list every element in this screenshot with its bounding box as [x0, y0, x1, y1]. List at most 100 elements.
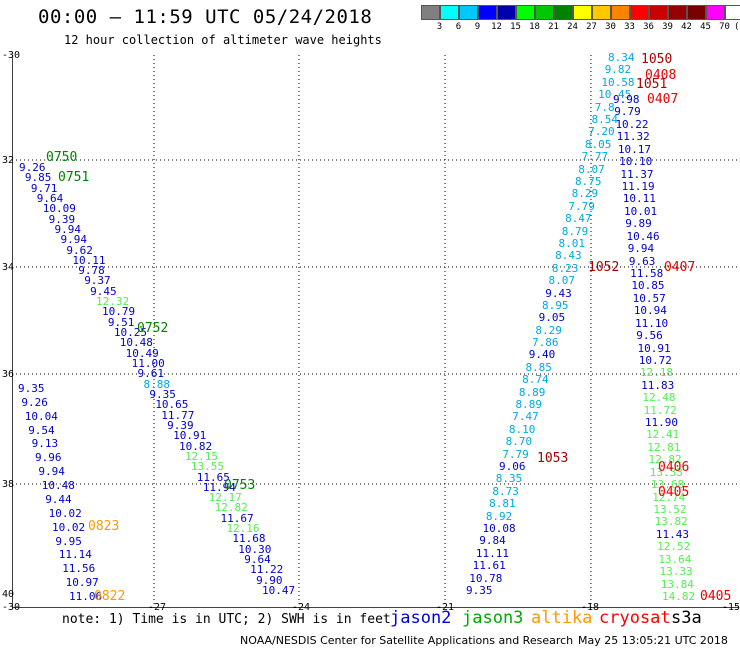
wave-height-track-c: 8.81: [489, 497, 516, 511]
legend-label: 6: [455, 22, 462, 32]
wave-height-track-c: 11.61: [472, 559, 506, 573]
wave-height-track-d: 10.46: [626, 229, 660, 243]
wave-height-track-d: 13.52: [653, 503, 687, 517]
legend-swatch: [668, 5, 687, 20]
legend-label: 70: [719, 22, 730, 32]
wave-height-track-a: 9.90: [256, 573, 283, 587]
time-stamp-label: 0753: [224, 478, 256, 493]
wave-height-track-c: 7.86: [532, 336, 559, 350]
wave-height-track-c: 8.54: [591, 112, 618, 126]
wave-height-track-a: 12.16: [226, 522, 260, 536]
time-stamp-label: 0407: [647, 92, 679, 107]
wave-height-track-a: 11.00: [131, 357, 165, 371]
footer-note: note: 1) Time is in UTC; 2) SWH is in fe…: [62, 612, 391, 627]
legend-label: 24: [567, 22, 578, 32]
wave-height-track-a: 11.68: [232, 532, 266, 546]
legend-label: 15: [510, 22, 521, 32]
wave-height-track-a: 9.39: [167, 418, 194, 432]
wave-height-track-c: 8.01: [558, 236, 585, 250]
wave-height-track-b: 10.48: [41, 479, 75, 493]
credit-text: NOAA/NESDIS Center for Satellite Applica…: [240, 634, 574, 647]
legend-label: 9: [474, 22, 481, 32]
wave-height-track-d: 10.17: [617, 142, 652, 156]
wave-height-track-a: 11.22: [250, 563, 284, 577]
legend-label: 21: [548, 22, 559, 32]
wave-height-track-a: 12.17: [208, 491, 242, 505]
wave-height-track-d: 10.94: [633, 304, 667, 318]
time-stamp-label: 1051: [636, 77, 668, 92]
wave-height-track-c: 7.20: [588, 125, 615, 139]
wave-height-track-a: 10.11: [72, 253, 106, 267]
wave-height-track-a: 9.85: [24, 171, 52, 185]
wave-height-track-c: 9.35: [466, 584, 493, 597]
wave-height-track-c: 10.78: [469, 571, 503, 585]
legend-label: 42: [681, 22, 692, 32]
wave-height-track-a: 10.30: [238, 542, 272, 556]
y-axis-label: 40: [2, 589, 15, 600]
wave-height-track-d: 9.89: [625, 217, 652, 231]
wave-height-track-c: 8.79: [561, 224, 589, 238]
wave-height-track-d: 10.01: [624, 204, 658, 218]
wave-height-track-d: 12.82: [648, 453, 682, 467]
y-axis-label: 36: [2, 369, 15, 380]
wave-height-track-a: 9.64: [244, 553, 271, 567]
wave-height-track-a: 9.62: [66, 243, 93, 257]
satellite-name: s3a: [671, 608, 702, 628]
wave-height-track-d: 11.72: [643, 403, 677, 417]
time-stamp-label: 0405: [700, 589, 732, 604]
wave-height-track-c: 9.06: [499, 460, 526, 474]
wave-height-track-c: 8.70: [505, 435, 533, 449]
wave-height-track-b: 9.44: [45, 492, 72, 506]
x-axis-label: -27: [148, 602, 167, 613]
legend-label: 3: [436, 22, 443, 32]
color-legend: [421, 5, 740, 20]
time-stamp-label: 1052: [588, 260, 620, 275]
wave-height-track-d: 13.84: [660, 577, 694, 591]
legend-label: 18: [529, 22, 540, 32]
legend-swatch: [516, 5, 535, 20]
wave-height-track-d: 11.58: [630, 266, 664, 280]
wave-height-track-d: 11.32: [616, 130, 650, 144]
wave-height-track-c: 8.95: [541, 298, 569, 312]
legend-swatch: [611, 5, 630, 20]
wave-height-track-b: 9.96: [35, 451, 62, 465]
wave-height-track-c: 8.75: [574, 174, 602, 188]
legend-swatch: [497, 5, 516, 20]
wave-height-track-a: 10.09: [42, 202, 76, 216]
time-stamp-label: 0408: [645, 68, 677, 83]
legend-label: 27: [586, 22, 597, 32]
wave-height-track-c: 9.84: [479, 534, 506, 548]
wave-height-track-c: 8.85: [525, 360, 552, 374]
wave-height-track-c: 7.79: [502, 447, 529, 461]
wave-height-track-d: 12.41: [646, 428, 680, 442]
wave-height-track-a: 10.65: [155, 398, 189, 412]
wave-height-track-c: 8.89: [515, 398, 543, 412]
wave-height-track-a: 10.79: [101, 305, 136, 319]
wave-height-track-a: 13.55: [190, 460, 224, 474]
wave-height-track-c: 10.08: [482, 522, 516, 536]
legend-label: 39: [662, 22, 673, 32]
wave-height-track-d: 11.90: [644, 416, 678, 430]
wave-height-track-a: 9.94: [54, 222, 82, 236]
legend-swatch: [649, 5, 668, 20]
wave-height-track-d: 13.64: [658, 552, 692, 566]
wave-height-track-c: 8.34: [608, 51, 635, 64]
wave-height-track-a: 10.25: [113, 326, 147, 340]
satellite-name: jason2: [390, 608, 452, 628]
wave-height-track-a: 9.94: [60, 233, 87, 247]
legend-swatch: [630, 5, 649, 20]
time-stamp-label: 1053: [537, 451, 569, 466]
wave-height-track-a: 9.45: [90, 284, 117, 298]
legend-swatch: [535, 5, 554, 20]
wave-height-track-d: 9.79: [614, 105, 641, 119]
legend-swatch: [592, 5, 611, 20]
wave-height-track-d: 12.48: [642, 391, 676, 405]
legend-swatch: [421, 5, 440, 20]
wave-height-track-a: 9.64: [36, 191, 64, 205]
plot-area: [12, 55, 739, 608]
legend-swatch: [554, 5, 573, 20]
wave-height-track-b: 11.56: [62, 562, 96, 576]
wave-height-track-a: 9.61: [137, 367, 165, 381]
time-stamp-label: 0823: [88, 519, 120, 534]
wave-height-track-c: 8.10: [508, 422, 536, 436]
